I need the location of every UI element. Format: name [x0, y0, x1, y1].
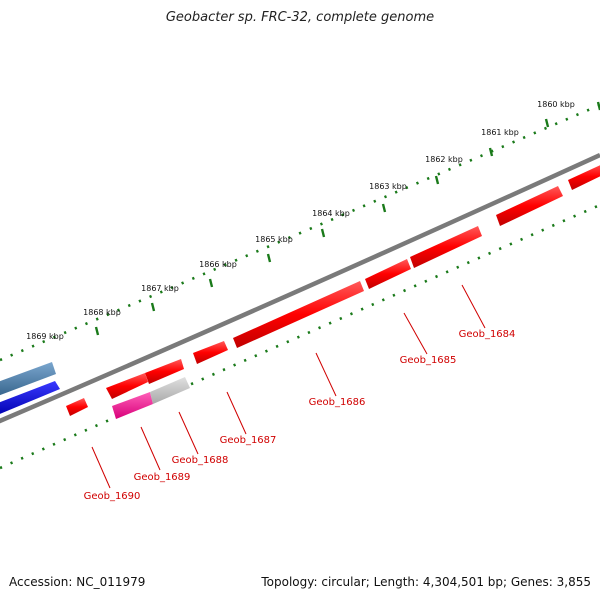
- major-tick: [150, 302, 156, 312]
- gene-arrow-magenta: [112, 392, 153, 419]
- gene-arrow-red: [233, 281, 364, 348]
- gene-arrow-red: [568, 165, 600, 190]
- genome-backbone: [0, 152, 600, 424]
- kbp-tick-label: 1864 kbp: [312, 209, 350, 218]
- major-tick: [434, 175, 440, 185]
- leader-line: [403, 312, 428, 355]
- kbp-tick-label: 1865 kbp: [255, 235, 293, 244]
- leader-line: [91, 446, 111, 489]
- gene-label: Geob_1688: [172, 455, 229, 466]
- kbp-tick-label: 1866 kbp: [199, 260, 237, 269]
- gene-arrow-red: [365, 259, 411, 289]
- major-tick: [320, 228, 326, 238]
- gene-label: Geob_1686: [309, 397, 366, 408]
- gene-arrow-red: [66, 398, 88, 416]
- major-tick: [208, 278, 214, 288]
- kbp-tick-label: 1863 kbp: [369, 182, 407, 191]
- leader-line: [178, 411, 199, 455]
- gene-label: Geob_1690: [84, 491, 141, 502]
- kbp-tick-label: 1867 kbp: [141, 284, 179, 293]
- accession-text: Accession: NC_011979: [9, 575, 146, 589]
- gene-arrow-blue: [0, 381, 60, 414]
- gene-arrow-red: [145, 359, 184, 384]
- major-tick: [381, 203, 387, 213]
- gene-label: Geob_1685: [400, 355, 457, 366]
- gene-label: Geob_1689: [134, 472, 191, 483]
- gene-arrow-red: [193, 341, 228, 364]
- kbp-tick-label: 1860 kbp: [537, 100, 575, 109]
- gene-arrow-steelblue: [0, 362, 56, 396]
- gene-arrow-red: [106, 373, 148, 399]
- major-tick: [488, 147, 494, 157]
- kbp-tick-label: 1868 kbp: [83, 308, 121, 317]
- outer-tick-ring: [0, 103, 600, 362]
- leader-line: [461, 284, 486, 329]
- kbp-tick-label: 1862 kbp: [425, 155, 463, 164]
- gene-label: Geob_1687: [220, 435, 277, 446]
- topology-text: Topology: circular; Length: 4,304,501 bp…: [261, 575, 591, 589]
- major-tick: [544, 118, 550, 128]
- major-tick: [266, 253, 272, 263]
- leader-line: [226, 391, 247, 435]
- leader-line: [140, 426, 161, 471]
- kbp-tick-label: 1861 kbp: [481, 128, 519, 137]
- major-tick: [94, 326, 100, 336]
- page-title: Geobacter sp. FRC-32, complete genome: [165, 10, 435, 25]
- gene-arrow-red: [496, 186, 563, 226]
- inner-tick-ring: [0, 203, 600, 470]
- gene-label: Geob_1684: [459, 329, 516, 340]
- leader-line: [315, 352, 337, 397]
- gene-arrow-grey: [150, 377, 190, 404]
- gene-arrow-red: [410, 226, 482, 268]
- kbp-tick-label: 1869 kbp: [26, 332, 64, 341]
